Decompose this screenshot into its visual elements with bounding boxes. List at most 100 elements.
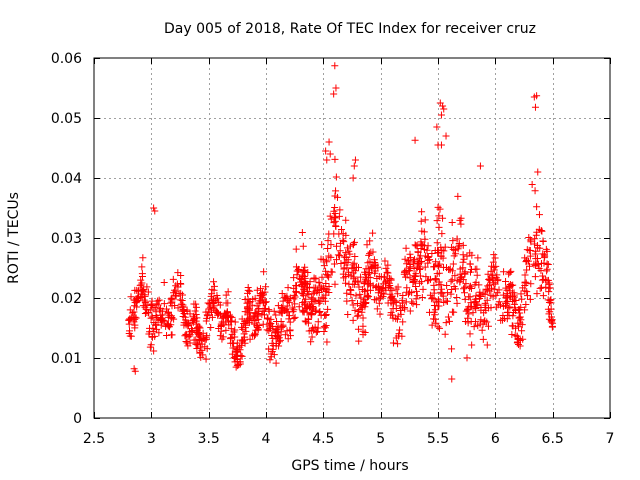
x-axis-title: GPS time / hours [291,458,408,474]
data-point [421,216,429,224]
data-point [430,301,438,309]
data-point [459,251,467,259]
data-point [417,258,425,266]
data-point [453,235,461,243]
data-point [510,308,518,316]
data-point [411,136,419,144]
data-point [320,328,328,336]
data-point [466,260,474,268]
data-point [325,283,333,291]
data-point [457,276,465,284]
data-point [471,281,479,289]
data-point [284,284,292,292]
data-point [486,277,494,285]
data-point [418,294,426,302]
data-point [531,273,539,281]
x-tick-label: 5.5 [427,431,449,447]
data-point [159,316,167,324]
data-point [317,255,325,263]
data-point [418,208,426,216]
data-point [134,294,142,302]
data-point [462,280,470,288]
data-point [544,260,552,268]
data-point [339,230,347,238]
data-point [342,249,350,257]
data-point [138,286,146,294]
data-point [335,252,343,260]
data-point [489,293,497,301]
data-point [416,279,424,287]
data-point [531,103,539,111]
data-point [401,255,409,263]
data-point [413,287,421,295]
data-point [418,227,426,235]
data-point [381,273,389,281]
data-point [153,314,161,322]
data-point [222,291,230,299]
data-point [189,312,197,320]
data-point [308,333,316,341]
data-point [304,315,312,323]
data-point [515,323,523,331]
data-point [536,284,544,292]
data-point [373,305,381,313]
data-point [349,241,357,249]
data-point [307,326,315,334]
data-point [290,306,298,314]
data-point [481,299,489,307]
data-point [381,257,389,265]
data-point [466,293,474,301]
data-point [351,306,359,314]
data-point [188,326,196,334]
data-point [301,300,309,308]
data-point [307,338,315,346]
data-point [315,279,323,287]
data-point [427,275,435,283]
data-point [428,249,436,257]
data-point [219,333,227,341]
data-point [293,267,301,275]
data-point [267,315,275,323]
data-point [155,296,163,304]
data-point [491,280,499,288]
data-point [332,187,340,195]
data-point [406,307,414,315]
data-point [194,341,202,349]
data-point [312,275,320,283]
data-point [301,268,309,276]
data-point [539,272,547,280]
data-point [353,312,361,320]
x-tick-label: 6 [491,431,500,447]
data-point [368,263,376,271]
data-point [364,293,372,301]
data-point [284,308,292,316]
data-point [176,280,184,287]
data-point [173,280,181,288]
data-point [233,345,241,353]
data-point [449,260,457,268]
data-point [316,282,324,290]
data-point [476,291,484,299]
data-point [154,297,162,305]
data-point [207,292,215,300]
data-point [205,305,213,313]
data-point [265,345,273,353]
data-point [425,308,433,316]
data-point [453,293,461,301]
data-point [168,294,176,302]
data-point [324,272,332,280]
data-point [406,250,414,258]
data-point [227,334,235,342]
data-point [150,347,158,355]
data-point [253,286,261,294]
data-point [484,322,492,330]
data-point [511,331,519,339]
data-point [489,271,497,279]
data-point [344,310,352,318]
data-point [448,375,456,383]
data-point [272,311,280,319]
data-point [497,301,505,309]
data-point [523,292,531,300]
data-points [125,62,557,383]
